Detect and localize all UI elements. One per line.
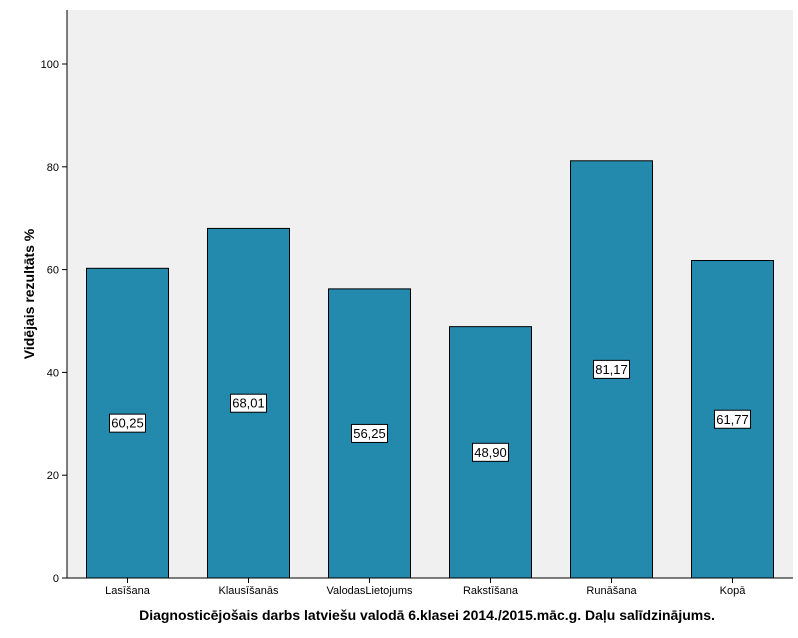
data-label: 56,25	[353, 426, 386, 441]
data-labels: 60,25 68,01 56,25 48,90 81,17 61,77	[109, 359, 751, 462]
data-label: 81,17	[595, 362, 628, 377]
x-tick-label: Runāšana	[586, 585, 637, 597]
data-label: 68,01	[232, 396, 265, 411]
x-tick-label: Kopā	[720, 585, 747, 597]
y-axis-ticks: 0 20 40 60 80 100	[41, 59, 67, 585]
y-tick-label: 80	[47, 162, 59, 174]
data-label: 60,25	[111, 416, 144, 431]
y-tick-label: 60	[47, 265, 59, 277]
data-label-box	[230, 393, 267, 413]
bars	[86, 160, 774, 579]
y-tick-label: 100	[41, 59, 59, 71]
x-tick-label: Rakstīšana	[463, 585, 519, 597]
data-label-box	[593, 359, 630, 379]
data-label-box	[351, 423, 388, 443]
data-label: 48,90	[474, 445, 507, 460]
x-tick-label: Klausīšanās	[219, 585, 279, 597]
data-label-box	[714, 409, 751, 429]
plot-area	[67, 10, 793, 578]
x-axis-ticks: Lasīšana Klausīšanās ValodasLietojums Rakst…	[105, 578, 746, 597]
x-tick-label: ValodasLietojums	[326, 585, 413, 597]
x-tick-label: Lasīšana	[105, 585, 151, 597]
y-tick-label: 20	[47, 470, 59, 482]
y-tick-label: 0	[53, 573, 59, 585]
y-axis-title: Vidējais rezultāts %	[21, 228, 37, 359]
data-label: 61,77	[716, 412, 749, 427]
x-axis-title: Diagnosticējošais darbs latviešu valodā …	[139, 607, 715, 623]
data-label-box	[109, 413, 146, 433]
y-tick-label: 40	[47, 367, 59, 379]
data-label-box	[472, 442, 509, 462]
